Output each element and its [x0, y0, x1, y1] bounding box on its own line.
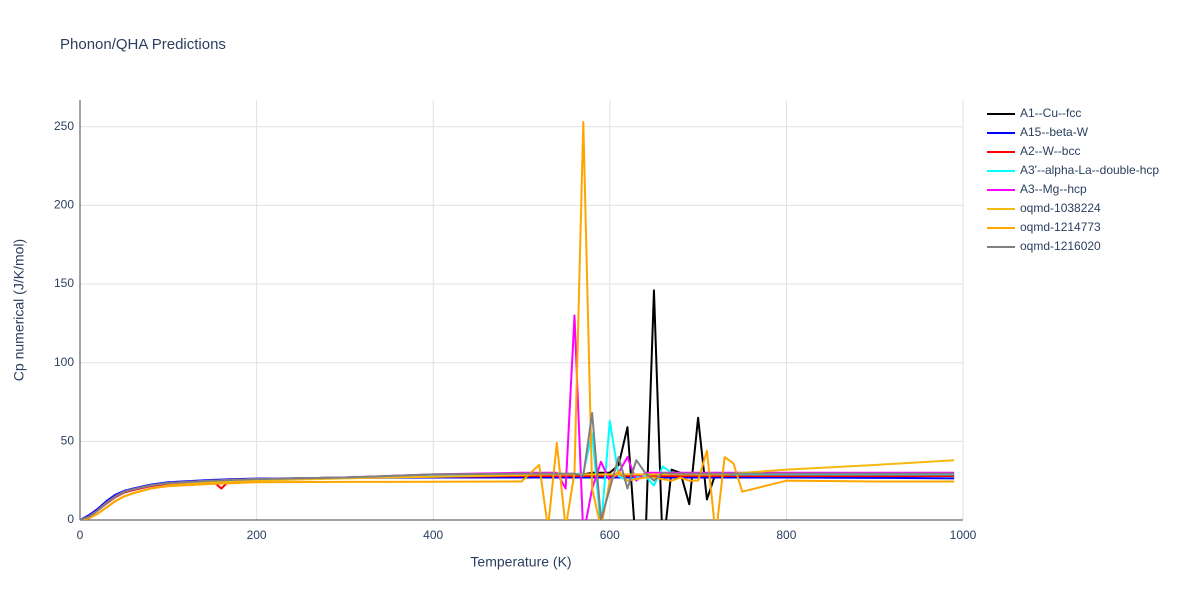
x-tick-label: 600: [600, 528, 620, 542]
legend-label: A15--beta-W: [1020, 125, 1089, 139]
x-tick-label: 0: [77, 528, 84, 542]
series-line: [80, 459, 955, 520]
legend-label: A3'--alpha-La--double-hcp: [1020, 163, 1159, 177]
y-tick-label: 100: [54, 355, 74, 369]
y-axis-title: Cp numerical (J/K/mol): [11, 239, 27, 381]
series-line: [80, 412, 955, 520]
legend-label: A1--Cu--fcc: [1020, 106, 1081, 120]
x-tick-label: 200: [247, 528, 267, 542]
y-tick-label: 0: [67, 512, 74, 526]
x-tick-label: 800: [776, 528, 796, 542]
series-line: [80, 314, 955, 520]
legend-label: A3--Mg--hcp: [1020, 182, 1087, 196]
y-tick-label: 150: [54, 276, 74, 290]
y-tick-label: 50: [61, 434, 75, 448]
x-tick-label: 400: [423, 528, 443, 542]
chart-title: Phonon/QHA Predictions: [60, 36, 226, 53]
legend-label: oqmd-1038224: [1020, 201, 1101, 215]
legend-label: A2--W--bcc: [1020, 144, 1080, 158]
x-axis-title: Temperature (K): [470, 554, 571, 570]
legend-label: oqmd-1214773: [1020, 220, 1101, 234]
legend: A1--Cu--fcc A15--beta-W A2--W--bcc A3'--alp…: [987, 106, 1159, 253]
series-line: [80, 289, 955, 520]
legend-label: oqmd-1216020: [1020, 239, 1101, 253]
y-tick-label: 200: [54, 198, 74, 212]
series-line: [80, 121, 955, 520]
y-tick-label: 250: [54, 119, 74, 133]
grid: [79, 100, 964, 521]
x-tick-label: 1000: [950, 528, 977, 542]
plot-area: [80, 121, 955, 520]
